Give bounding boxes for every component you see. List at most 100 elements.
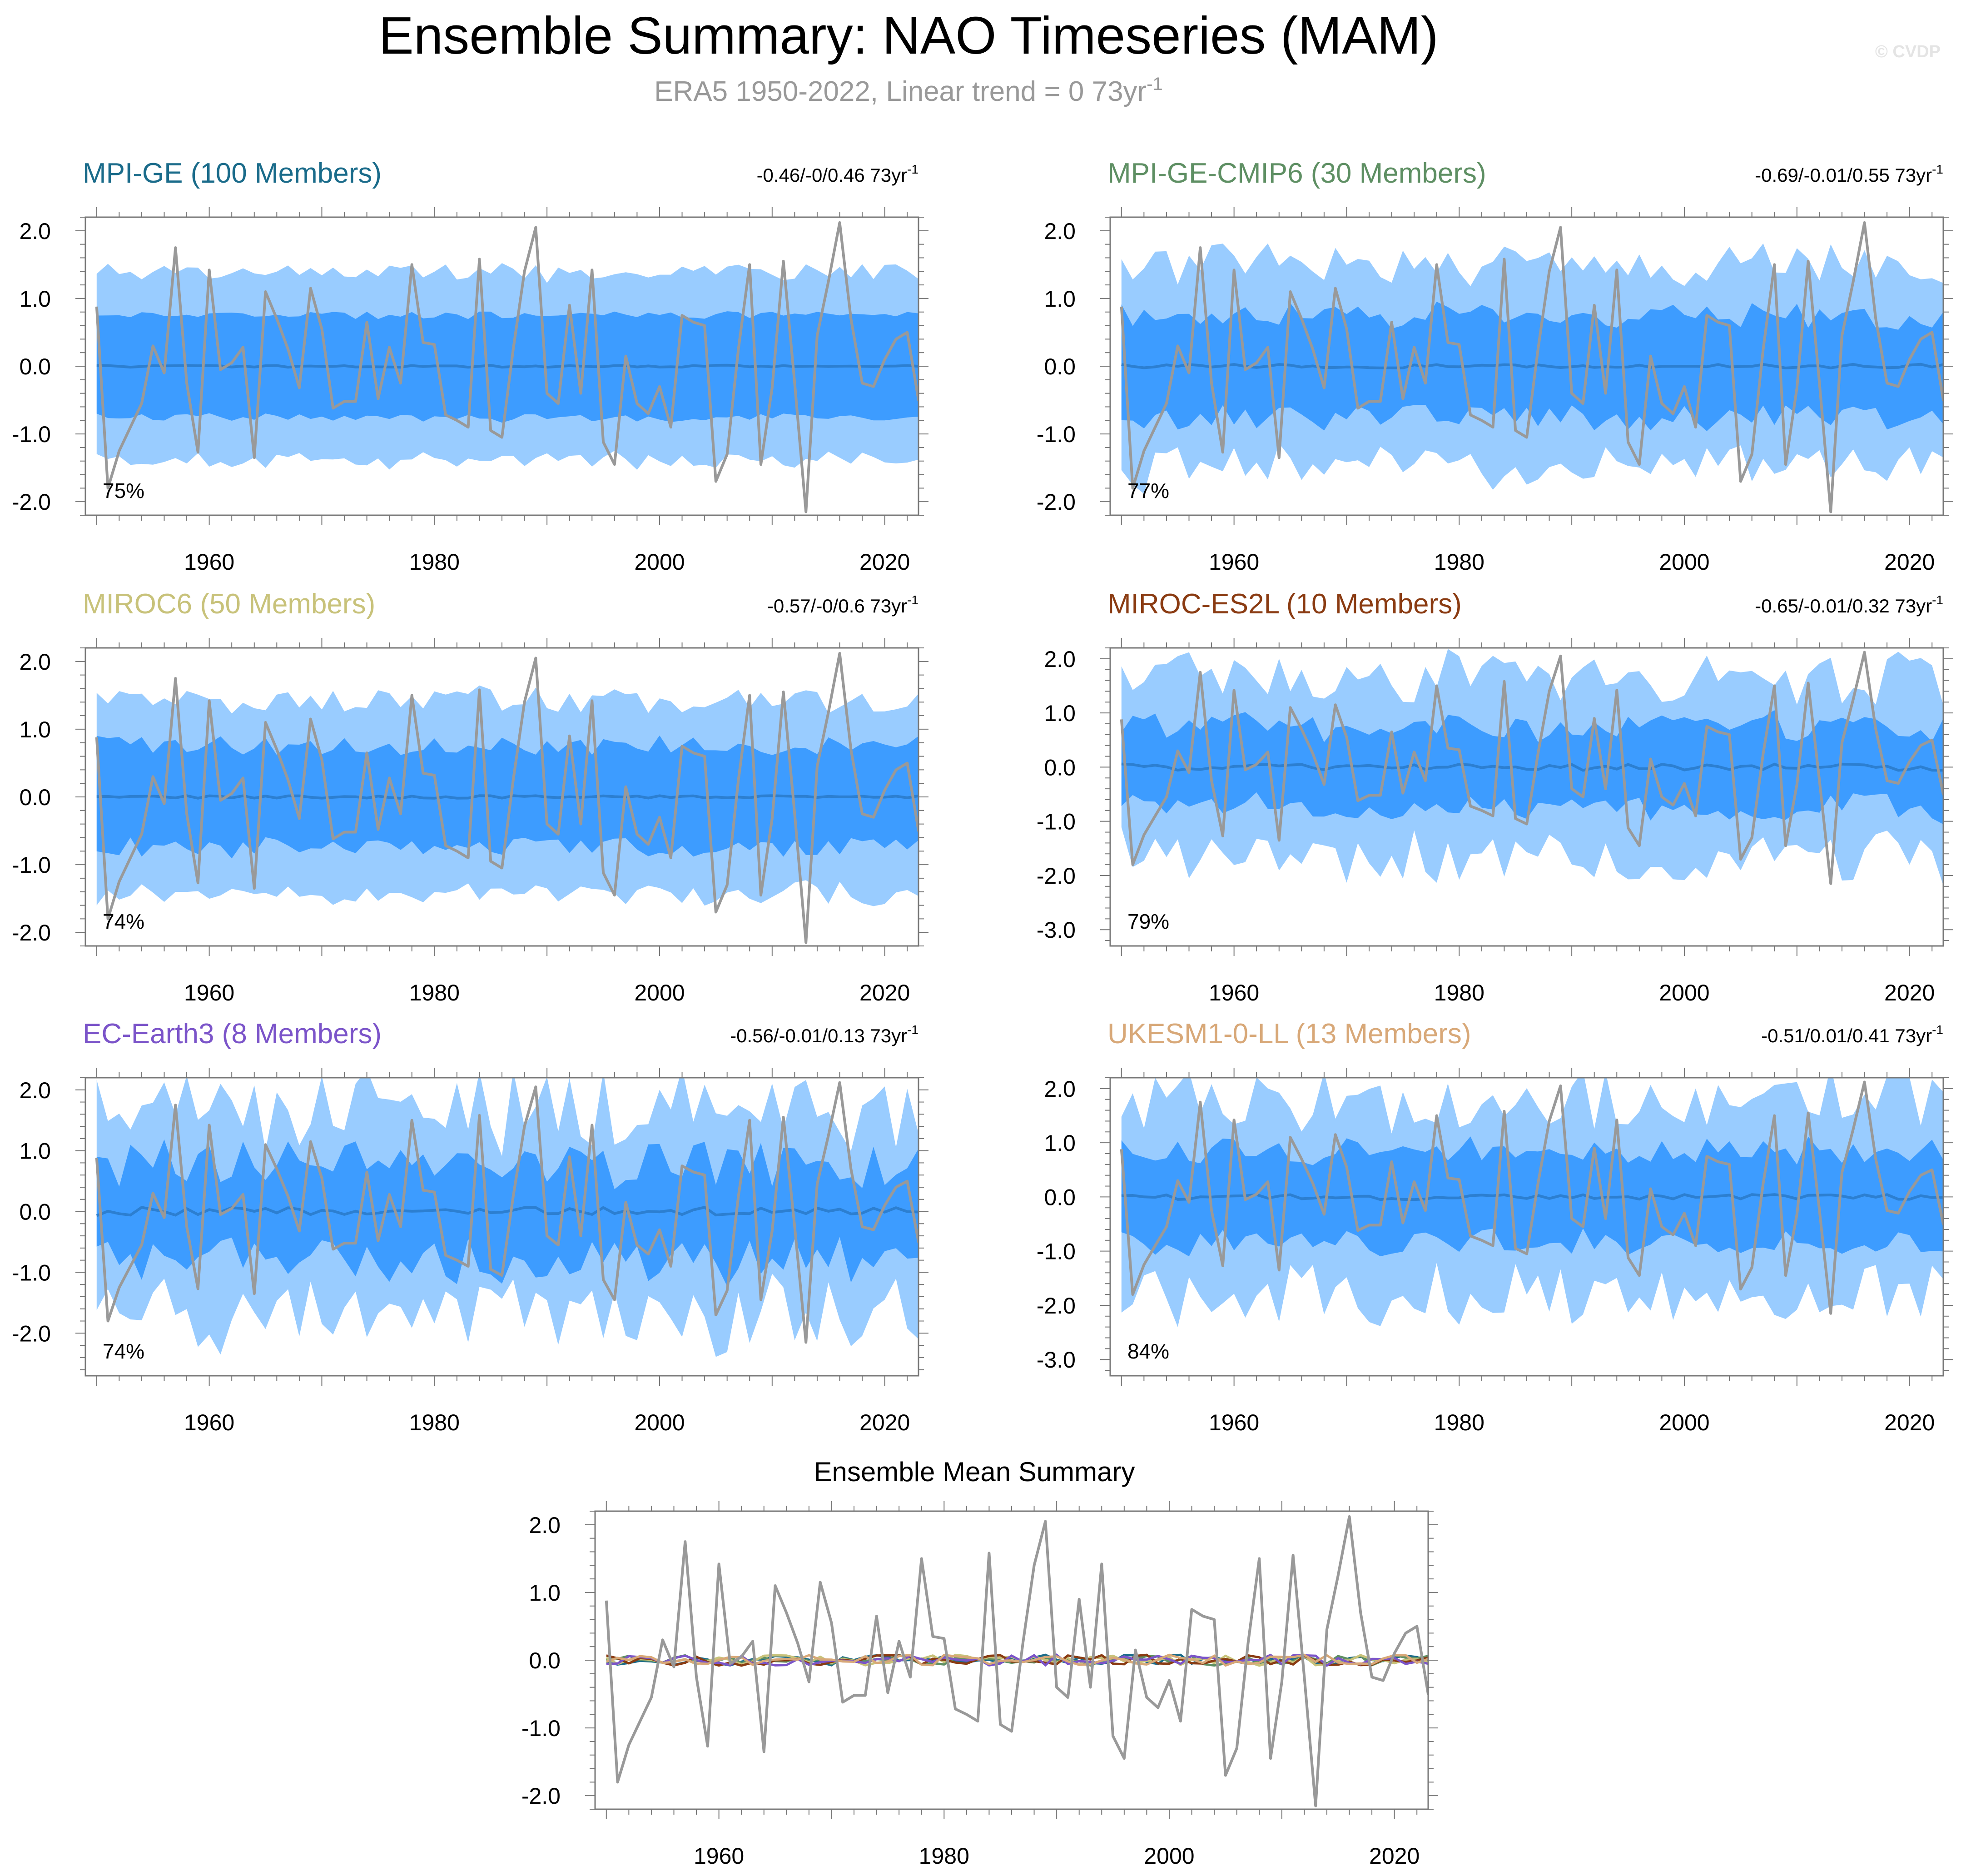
panel-1-ytick-label: 2.0 (19, 219, 51, 244)
panel-6-ytick-label: 1.0 (1044, 1130, 1076, 1156)
panel-1-xtick-label: 2020 (859, 549, 910, 575)
panel-5-title: EC-Earth3 (8 Members) (83, 1018, 382, 1050)
panel-1-xtick-label: 1960 (184, 549, 234, 575)
panel-5-ytick-label: -2.0 (12, 1321, 51, 1346)
panel-6-xtick-label: 1980 (1434, 1410, 1484, 1435)
panel-5-ytick-label: -1.0 (12, 1260, 51, 1285)
panel-3-xtick-label: 1980 (409, 980, 460, 1005)
panel-4-xtick-label: 2000 (1659, 980, 1709, 1005)
panel-5-observations-line (95, 1081, 918, 1344)
panel-1-xtick-label: 1980 (409, 549, 460, 575)
panel-3-trend-text: -0.57/-0/0.6 73yr (767, 595, 907, 617)
panel-3-xtick-label: 2000 (634, 980, 685, 1005)
panel-3-ytick-label: -1.0 (12, 852, 51, 878)
figure-subtitle: ERA5 1950-2022, Linear trend = 0 73yr-1 (654, 74, 1163, 107)
panel-7-xtick-label: 2020 (1369, 1843, 1420, 1869)
panel-6-ytick-label: 2.0 (1044, 1076, 1076, 1102)
panel-3-plot (95, 652, 918, 944)
panel-2-ytick-label: 1.0 (1044, 286, 1076, 312)
panel-4-ensemble-mean-line (1121, 762, 1943, 772)
panel-6-ytick-label: -3.0 (1037, 1347, 1076, 1373)
panel-3-percent-label: 74% (103, 910, 144, 933)
panel-2-trend-text: -0.69/-0.01/0.55 73yr (1755, 164, 1932, 186)
panel-1-ytick-label: -1.0 (12, 422, 51, 447)
panel-6-ensemble-mean-line (1121, 1193, 1943, 1201)
panel-2: 2.0 1.0 0.0 -1.0 -2.0 1960 1980 2000 2020 MPI-GE-… (1037, 158, 1953, 575)
panel-5-xtick-label: 1980 (409, 1410, 460, 1435)
panel-5-plot (95, 1078, 918, 1357)
panel-1-trend-label: -0.46/-0/0.46 73yr-1 (757, 162, 918, 186)
panel-6-trend-text: -0.51/0.01/0.41 73yr (1761, 1025, 1932, 1046)
panel-3-observations-line (95, 652, 918, 944)
panel-1-ytick-label: 0.0 (19, 354, 51, 379)
panel-2-ytick-label: 0.0 (1044, 354, 1076, 379)
panel-7-title: Ensemble Mean Summary (814, 1457, 1135, 1487)
panel-3-xtick-label: 2020 (859, 980, 910, 1005)
panel-2-ytick-label: -2.0 (1037, 489, 1076, 515)
panel-2-trend-sup: -1 (1932, 162, 1943, 176)
panel-7-xtick-label: 2000 (1144, 1843, 1194, 1869)
panel-1-trend-text: -0.46/-0/0.46 73yr (757, 164, 908, 186)
panel-2-percent-label: 77% (1127, 479, 1169, 503)
panel-6-percent-label: 84% (1127, 1339, 1169, 1363)
panel-5-inner-spread (96, 1139, 918, 1287)
panel-5-xtick-label: 2000 (634, 1410, 685, 1435)
panel-1-ytick-label: 1.0 (19, 286, 51, 312)
panel-1-title: MPI-GE (100 Members) (83, 158, 382, 189)
panel-3-xtick-label: 1960 (184, 980, 234, 1005)
panel-6-trend-label: -0.51/0.01/0.41 73yr-1 (1761, 1023, 1943, 1046)
panel-4-title: MIROC-ES2L (10 Members) (1107, 588, 1462, 620)
panel-7: 2.0 1.0 0.0 -1.0 -2.0 1960 1980 2000 2020 Ensembl… (521, 1457, 1438, 1869)
panel-3-ensemble-mean-line (96, 794, 918, 800)
panel-4-ytick-label: 0.0 (1044, 755, 1076, 780)
panel-3-trend-sup: -1 (907, 593, 918, 607)
panel-5-ytick-label: 2.0 (19, 1078, 51, 1103)
panel-6: 2.0 1.0 0.0 -1.0 -2.0 -3.0 1960 1980 2000 2020 UKE… (1037, 1018, 1953, 1435)
panel-4-xtick-label: 1980 (1434, 980, 1484, 1005)
panel-2-xtick-label: 2020 (1884, 549, 1935, 575)
panel-1-ytick-label: -2.0 (12, 489, 51, 515)
panel-6-observations-line (1120, 1080, 1943, 1315)
panel-7-plot (605, 1515, 1428, 1807)
panel-4-ytick-label: -1.0 (1037, 809, 1076, 835)
panel-2-xtick-label: 1960 (1209, 549, 1259, 575)
panel-7-ytick-label: -2.0 (521, 1783, 561, 1809)
panel-4-xtick-label: 1960 (1209, 980, 1259, 1005)
panel-4-trend-text: -0.65/-0.01/0.32 73yr (1755, 595, 1932, 617)
panel-3-title: MIROC6 (50 Members) (83, 588, 375, 620)
panel-3-trend-label: -0.57/-0/0.6 73yr-1 (767, 593, 918, 617)
panel-7-ytick-label: 2.0 (529, 1513, 561, 1538)
panel-4-xtick-label: 2020 (1884, 980, 1935, 1005)
panel-2-observations-line (1120, 221, 1943, 513)
figure-title: Ensemble Summary: NAO Timeseries (MAM) (378, 6, 1438, 65)
panel-7-ytick-label: 0.0 (529, 1648, 561, 1673)
panel-4-plot (1120, 649, 1943, 886)
panel-7-xtick-label: 1980 (919, 1843, 969, 1869)
panel-4-ytick-label: 2.0 (1044, 647, 1076, 672)
panel-6-ytick-label: -2.0 (1037, 1293, 1076, 1319)
panel-4-trend-sup: -1 (1932, 593, 1943, 607)
panel-2-xtick-label: 2000 (1659, 549, 1709, 575)
panel-4-ytick-label: -2.0 (1037, 863, 1076, 889)
panel-1-plot (95, 221, 918, 513)
panel-6-ytick-label: 0.0 (1044, 1184, 1076, 1210)
panel-6-xtick-label: 2020 (1884, 1410, 1935, 1435)
figure-subtitle-text: ERA5 1950-2022, Linear trend = 0 73yr (654, 76, 1147, 107)
panel-7-xtick-label: 1960 (694, 1843, 744, 1869)
panel-5-trend-text: -0.56/-0.01/0.13 73yr (730, 1025, 907, 1046)
panel-1-observations-line (95, 221, 918, 513)
panel-1-xtick-label: 2000 (634, 549, 685, 575)
panel-5-xtick-label: 1960 (184, 1410, 234, 1435)
panel-2-title: MPI-GE-CMIP6 (30 Members) (1107, 158, 1486, 189)
panel-1: 2.0 1.0 0.0 -1.0 -2.0 1960 1980 2000 2020 MPI-GE … (12, 158, 928, 575)
panel-4-trend-label: -0.65/-0.01/0.32 73yr-1 (1755, 593, 1943, 617)
panel-6-xtick-label: 2000 (1659, 1410, 1709, 1435)
panel-2-ensemble-mean-line (1121, 363, 1943, 369)
panel-7-ytick-label: -1.0 (521, 1716, 561, 1741)
panel-5: 2.0 1.0 0.0 -1.0 -2.0 1960 1980 2000 2020 EC-Eart… (12, 1018, 928, 1435)
panel-4: 2.0 1.0 0.0 -1.0 -2.0 -3.0 1960 1980 2000 2020 MIR… (1037, 588, 1953, 1005)
panel-3-ytick-label: -2.0 (12, 920, 51, 945)
panel-5-trend-label: -0.56/-0.01/0.13 73yr-1 (730, 1023, 918, 1046)
summary-series-ukesm1-0-ll (606, 1653, 1428, 1667)
